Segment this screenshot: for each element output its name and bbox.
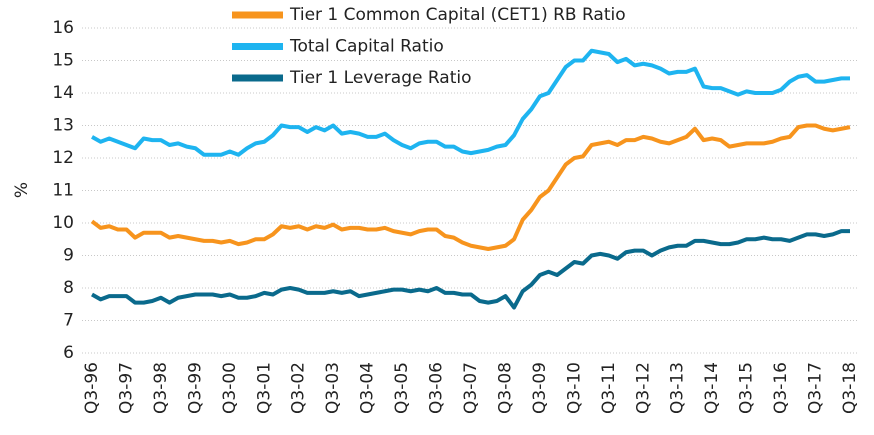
x-tick-label: Q3-16 bbox=[771, 362, 791, 414]
x-tick-label: Q3-05 bbox=[392, 362, 412, 414]
x-tick-label: Q3-15 bbox=[737, 362, 757, 414]
legend-label: Total Capital Ratio bbox=[289, 37, 444, 57]
y-tick-label: 10 bbox=[52, 213, 74, 233]
x-tick-label: Q3-00 bbox=[220, 362, 240, 414]
x-tick-label: Q3-13 bbox=[668, 362, 688, 414]
x-tick-label: Q3-06 bbox=[427, 362, 447, 414]
x-tick-label: Q3-08 bbox=[495, 362, 515, 414]
x-tick-label: Q3-18 bbox=[840, 362, 860, 414]
x-tick-label: Q3-02 bbox=[289, 362, 309, 414]
x-tick-label: Q3-11 bbox=[599, 362, 619, 414]
x-tick-label: Q3-12 bbox=[633, 362, 653, 414]
y-tick-label: 15 bbox=[52, 51, 74, 71]
y-tick-label: 8 bbox=[63, 278, 74, 298]
y-tick-label: 9 bbox=[63, 246, 74, 266]
x-tick-label: Q3-98 bbox=[151, 362, 171, 414]
y-tick-label: 16 bbox=[52, 18, 74, 38]
x-tick-label: Q3-99 bbox=[185, 362, 205, 414]
y-tick-label: 11 bbox=[52, 181, 74, 201]
legend-label: Tier 1 Leverage Ratio bbox=[289, 68, 472, 88]
y-tick-label: 6 bbox=[63, 343, 74, 363]
y-axis-label: % bbox=[12, 182, 32, 198]
x-tick-label: Q3-17 bbox=[806, 362, 826, 414]
x-tick-label: Q3-07 bbox=[461, 362, 481, 414]
x-tick-label: Q3-14 bbox=[702, 362, 722, 414]
x-tick-label: Q3-09 bbox=[530, 362, 550, 414]
series-line bbox=[91, 229, 850, 310]
x-tick-label: Q3-04 bbox=[358, 362, 378, 414]
y-tick-label: 13 bbox=[52, 116, 74, 136]
legend-label: Tier 1 Common Capital (CET1) RB Ratio bbox=[289, 5, 626, 25]
y-tick-label: 7 bbox=[63, 311, 74, 331]
x-tick-label: Q3-01 bbox=[254, 362, 274, 414]
y-tick-label: 14 bbox=[52, 83, 74, 103]
x-tick-label: Q3-96 bbox=[82, 362, 102, 414]
series-line bbox=[91, 48, 850, 157]
y-tick-label: 12 bbox=[52, 148, 74, 168]
x-tick-label: Q3-97 bbox=[116, 362, 136, 414]
series-line bbox=[90, 123, 851, 251]
x-tick-label: Q3-10 bbox=[564, 362, 584, 414]
x-tick-label: Q3-03 bbox=[323, 362, 343, 414]
